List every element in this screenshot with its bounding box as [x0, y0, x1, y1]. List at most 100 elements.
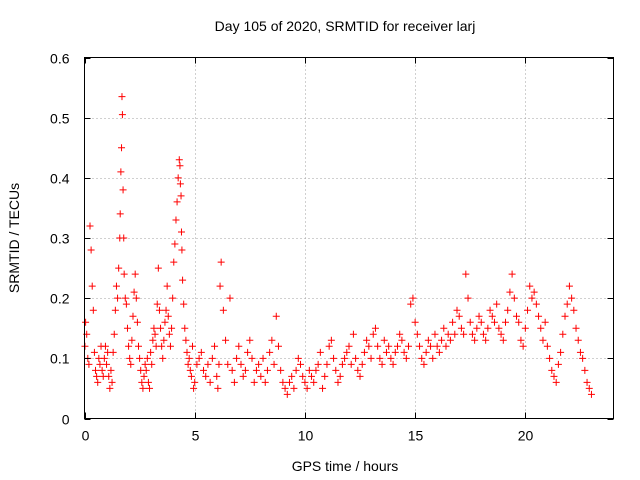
data-point	[325, 342, 333, 350]
data-point	[393, 342, 401, 350]
data-point	[120, 234, 128, 242]
data-point	[528, 294, 536, 302]
data-point	[327, 336, 335, 344]
x-axis-ticks: 0 5 10 15 20	[82, 57, 533, 444]
data-point	[429, 354, 437, 362]
data-point	[246, 336, 254, 344]
data-point	[108, 378, 116, 386]
y-axis-title: SRMTID / TECUs	[6, 183, 22, 293]
data-point	[204, 360, 212, 368]
data-point	[431, 330, 439, 338]
data-point	[546, 354, 554, 362]
data-point	[131, 270, 139, 278]
data-point	[224, 360, 232, 368]
data-point	[424, 336, 432, 344]
data-point	[160, 336, 168, 344]
data-point	[310, 378, 318, 386]
data-point	[144, 378, 152, 386]
data-point	[259, 354, 267, 362]
data-point	[530, 288, 538, 296]
data-point	[270, 360, 278, 368]
data-point	[153, 300, 161, 308]
data-point	[141, 360, 149, 368]
y-tick-label: 0	[62, 412, 70, 428]
data-point	[460, 330, 468, 338]
data-point	[449, 318, 457, 326]
data-point	[255, 360, 263, 368]
data-point	[110, 330, 118, 338]
x-tick-label: 10	[298, 428, 314, 444]
data-point	[266, 348, 274, 356]
data-point	[292, 366, 300, 374]
data-point	[241, 366, 249, 374]
data-point	[171, 240, 179, 248]
data-point	[163, 282, 171, 290]
data-point	[277, 366, 285, 374]
data-point	[321, 372, 329, 380]
data-point	[442, 342, 450, 350]
data-point	[182, 336, 190, 344]
data-points	[81, 93, 595, 398]
data-point	[517, 336, 525, 344]
data-point	[568, 294, 576, 302]
data-point	[172, 216, 180, 224]
data-point	[455, 312, 463, 320]
data-point	[513, 312, 521, 320]
data-point	[149, 336, 157, 344]
data-point	[154, 264, 162, 272]
data-point	[438, 336, 446, 344]
data-point	[352, 354, 360, 362]
data-point	[297, 360, 305, 368]
data-point	[136, 354, 144, 362]
data-point	[354, 366, 362, 374]
data-point	[433, 342, 441, 350]
data-point	[86, 222, 94, 230]
data-point	[235, 342, 243, 350]
y-tick-label: 0.5	[50, 111, 70, 127]
data-point	[543, 342, 551, 350]
data-point	[191, 378, 199, 386]
data-point	[288, 372, 296, 380]
data-point	[120, 270, 128, 278]
data-point	[484, 324, 492, 332]
data-point	[413, 330, 421, 338]
data-point	[116, 210, 124, 218]
data-point	[554, 360, 562, 368]
data-point	[572, 324, 580, 332]
data-point	[552, 378, 560, 386]
data-point	[146, 384, 154, 392]
data-point	[316, 348, 324, 356]
data-point	[118, 144, 126, 152]
data-point	[237, 360, 245, 368]
data-point	[358, 360, 366, 368]
data-point	[510, 294, 518, 302]
data-point	[272, 312, 280, 320]
data-point	[233, 354, 241, 362]
data-point	[323, 360, 331, 368]
data-point	[174, 174, 182, 182]
data-point	[405, 342, 413, 350]
data-point	[126, 354, 134, 362]
data-point	[107, 366, 115, 374]
data-point	[158, 342, 166, 350]
data-point	[468, 330, 476, 338]
data-point	[563, 300, 571, 308]
data-point	[103, 360, 111, 368]
data-point	[402, 354, 410, 362]
data-point	[263, 366, 271, 374]
data-point	[257, 372, 265, 380]
data-point	[178, 246, 186, 254]
data-point	[98, 366, 106, 374]
data-point	[168, 324, 176, 332]
data-point	[290, 384, 298, 392]
data-point	[391, 348, 399, 356]
data-point	[100, 354, 108, 362]
data-point	[239, 372, 247, 380]
data-point	[583, 378, 591, 386]
y-tick-label: 0.3	[50, 231, 70, 247]
data-point	[574, 336, 582, 344]
data-point	[471, 336, 479, 344]
data-point	[143, 354, 151, 362]
data-point	[285, 378, 293, 386]
